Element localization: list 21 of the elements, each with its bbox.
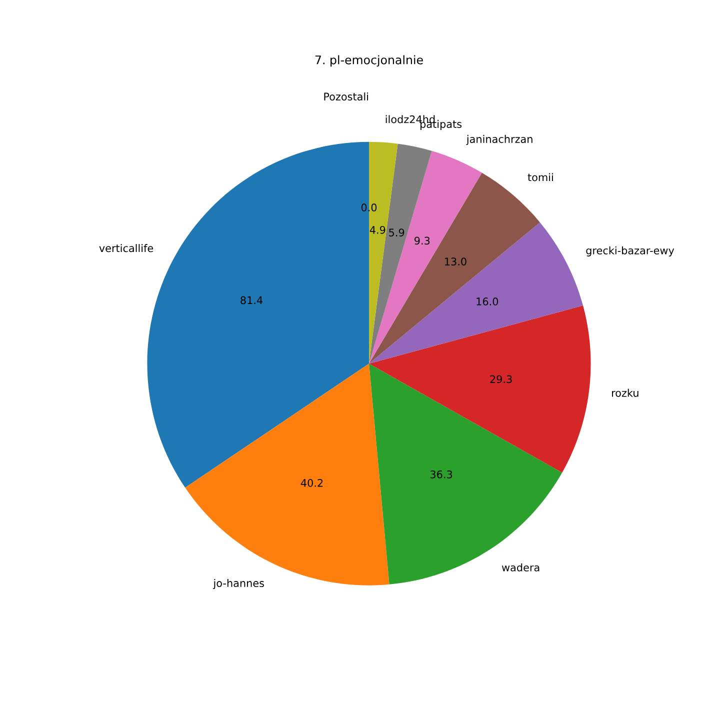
data-label: 81.4	[240, 296, 263, 304]
data-label: 36.3	[430, 470, 452, 478]
data-label: 40.2	[300, 478, 323, 487]
data-label: 4.9	[370, 226, 386, 234]
category-label: Pozostali	[324, 92, 368, 101]
data-label: 5.9	[389, 228, 404, 236]
text: 0.0	[361, 204, 377, 212]
pie-slice	[369, 364, 562, 584]
data-label: 16.0	[476, 298, 498, 306]
slice-label: jo-hannes	[213, 578, 264, 590]
slice-label: tomii	[528, 173, 553, 182]
data-label: 29.3	[490, 375, 512, 384]
slice-label: wadera	[502, 563, 540, 572]
chart-title: 7. pl-emocjonalnie	[315, 55, 423, 67]
slice-label: janinachrzan	[466, 134, 532, 145]
data-label: 9.3	[414, 236, 430, 245]
pie-slice	[369, 222, 584, 364]
slice-label: rozku	[612, 388, 638, 397]
data-label: 13.0	[445, 258, 466, 266]
slice-label: verticallife	[99, 244, 154, 252]
slice-label: grecki-bazar-ewy	[586, 246, 674, 256]
